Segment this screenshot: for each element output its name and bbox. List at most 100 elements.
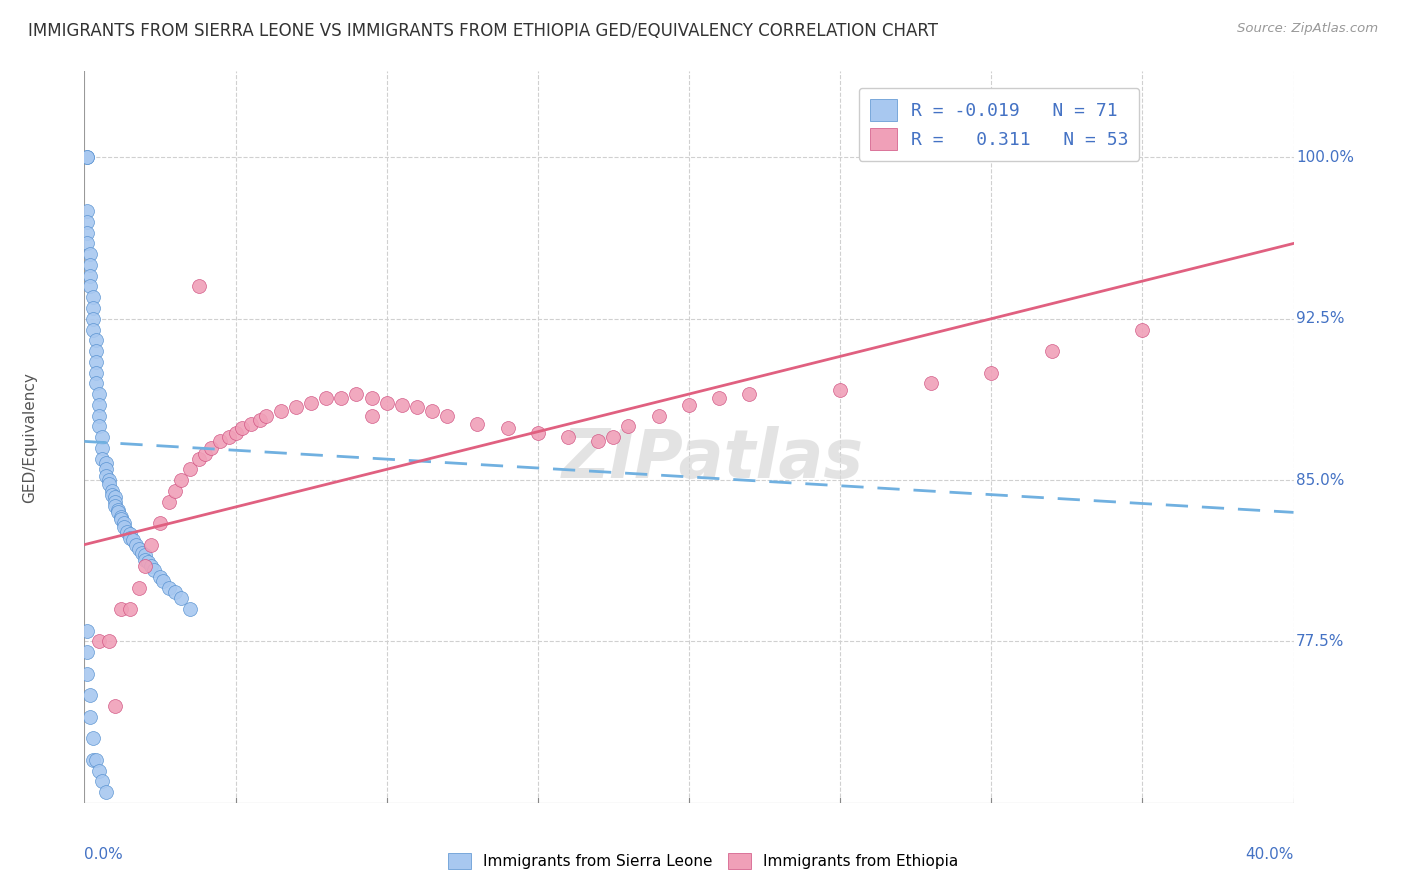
Point bbox=[76, 226, 98, 240]
Point bbox=[406, 400, 429, 414]
Text: ZIPatlas: ZIPatlas bbox=[562, 426, 865, 492]
Point bbox=[163, 483, 186, 498]
Point bbox=[299, 395, 322, 409]
Text: 85.0%: 85.0% bbox=[1296, 473, 1344, 488]
Point bbox=[526, 425, 548, 440]
Point bbox=[94, 456, 117, 470]
Point bbox=[110, 512, 132, 526]
Point bbox=[82, 290, 104, 304]
Point bbox=[170, 473, 193, 487]
Point bbox=[110, 509, 132, 524]
Point bbox=[125, 538, 148, 552]
Point bbox=[134, 549, 156, 563]
Point bbox=[94, 785, 117, 799]
Point bbox=[94, 468, 117, 483]
Point bbox=[179, 462, 201, 476]
Point bbox=[115, 524, 138, 539]
Point bbox=[254, 409, 277, 423]
Point bbox=[86, 333, 108, 347]
Point bbox=[209, 434, 232, 449]
Point bbox=[76, 204, 98, 219]
Text: 0.0%: 0.0% bbox=[84, 847, 124, 862]
Point bbox=[82, 311, 104, 326]
Point bbox=[602, 430, 624, 444]
Point bbox=[920, 376, 942, 391]
Point bbox=[97, 473, 120, 487]
Point bbox=[79, 268, 101, 283]
Point bbox=[86, 753, 108, 767]
Point bbox=[149, 570, 172, 584]
Point bbox=[179, 602, 201, 616]
Point bbox=[76, 215, 98, 229]
Point bbox=[139, 538, 162, 552]
Point bbox=[330, 392, 353, 406]
Point bbox=[128, 581, 150, 595]
Point bbox=[128, 541, 150, 556]
Point bbox=[91, 451, 114, 466]
Point bbox=[89, 387, 111, 401]
Point bbox=[134, 559, 156, 574]
Point bbox=[149, 516, 172, 530]
Point bbox=[249, 413, 271, 427]
Legend: Immigrants from Sierra Leone, Immigrants from Ethiopia: Immigrants from Sierra Leone, Immigrants… bbox=[441, 847, 965, 875]
Point bbox=[225, 425, 247, 440]
Point bbox=[467, 417, 489, 432]
Point bbox=[82, 322, 104, 336]
Point bbox=[496, 421, 519, 435]
Point bbox=[79, 279, 101, 293]
Point bbox=[89, 764, 111, 778]
Legend: R = -0.019   N = 71, R =   0.311   N = 53: R = -0.019 N = 71, R = 0.311 N = 53 bbox=[859, 87, 1139, 161]
Point bbox=[100, 488, 122, 502]
Point bbox=[94, 462, 117, 476]
Point bbox=[89, 398, 111, 412]
Point bbox=[980, 366, 1002, 380]
Point bbox=[76, 645, 98, 659]
Text: GED/Equivalency: GED/Equivalency bbox=[22, 372, 38, 502]
Point bbox=[86, 355, 108, 369]
Point bbox=[678, 398, 700, 412]
Point bbox=[420, 404, 443, 418]
Point bbox=[82, 301, 104, 315]
Point bbox=[188, 279, 211, 293]
Text: 92.5%: 92.5% bbox=[1296, 311, 1344, 326]
Point bbox=[136, 555, 159, 569]
Point bbox=[104, 491, 127, 505]
Text: Source: ZipAtlas.com: Source: ZipAtlas.com bbox=[1237, 22, 1378, 36]
Point bbox=[1040, 344, 1063, 359]
Point bbox=[738, 387, 761, 401]
Text: 77.5%: 77.5% bbox=[1296, 634, 1344, 649]
Point bbox=[709, 392, 731, 406]
Point bbox=[107, 503, 129, 517]
Point bbox=[79, 258, 101, 272]
Point bbox=[617, 419, 640, 434]
Point bbox=[218, 430, 240, 444]
Point bbox=[91, 430, 114, 444]
Point bbox=[86, 366, 108, 380]
Point bbox=[139, 559, 162, 574]
Point bbox=[231, 421, 253, 435]
Point bbox=[200, 441, 222, 455]
Point bbox=[157, 581, 180, 595]
Point bbox=[118, 527, 141, 541]
Point bbox=[1130, 322, 1153, 336]
Point bbox=[121, 533, 143, 548]
Point bbox=[104, 494, 127, 508]
Point bbox=[91, 441, 114, 455]
Point bbox=[104, 698, 127, 713]
Point bbox=[79, 247, 101, 261]
Point bbox=[79, 688, 101, 702]
Point bbox=[360, 392, 382, 406]
Point bbox=[76, 150, 98, 164]
Point bbox=[647, 409, 671, 423]
Point bbox=[163, 585, 186, 599]
Point bbox=[239, 417, 262, 432]
Point bbox=[89, 419, 111, 434]
Point bbox=[375, 395, 398, 409]
Point bbox=[557, 430, 579, 444]
Point bbox=[152, 574, 174, 589]
Point bbox=[82, 753, 104, 767]
Point bbox=[436, 409, 458, 423]
Point bbox=[76, 150, 98, 164]
Point bbox=[112, 516, 135, 530]
Point bbox=[100, 483, 122, 498]
